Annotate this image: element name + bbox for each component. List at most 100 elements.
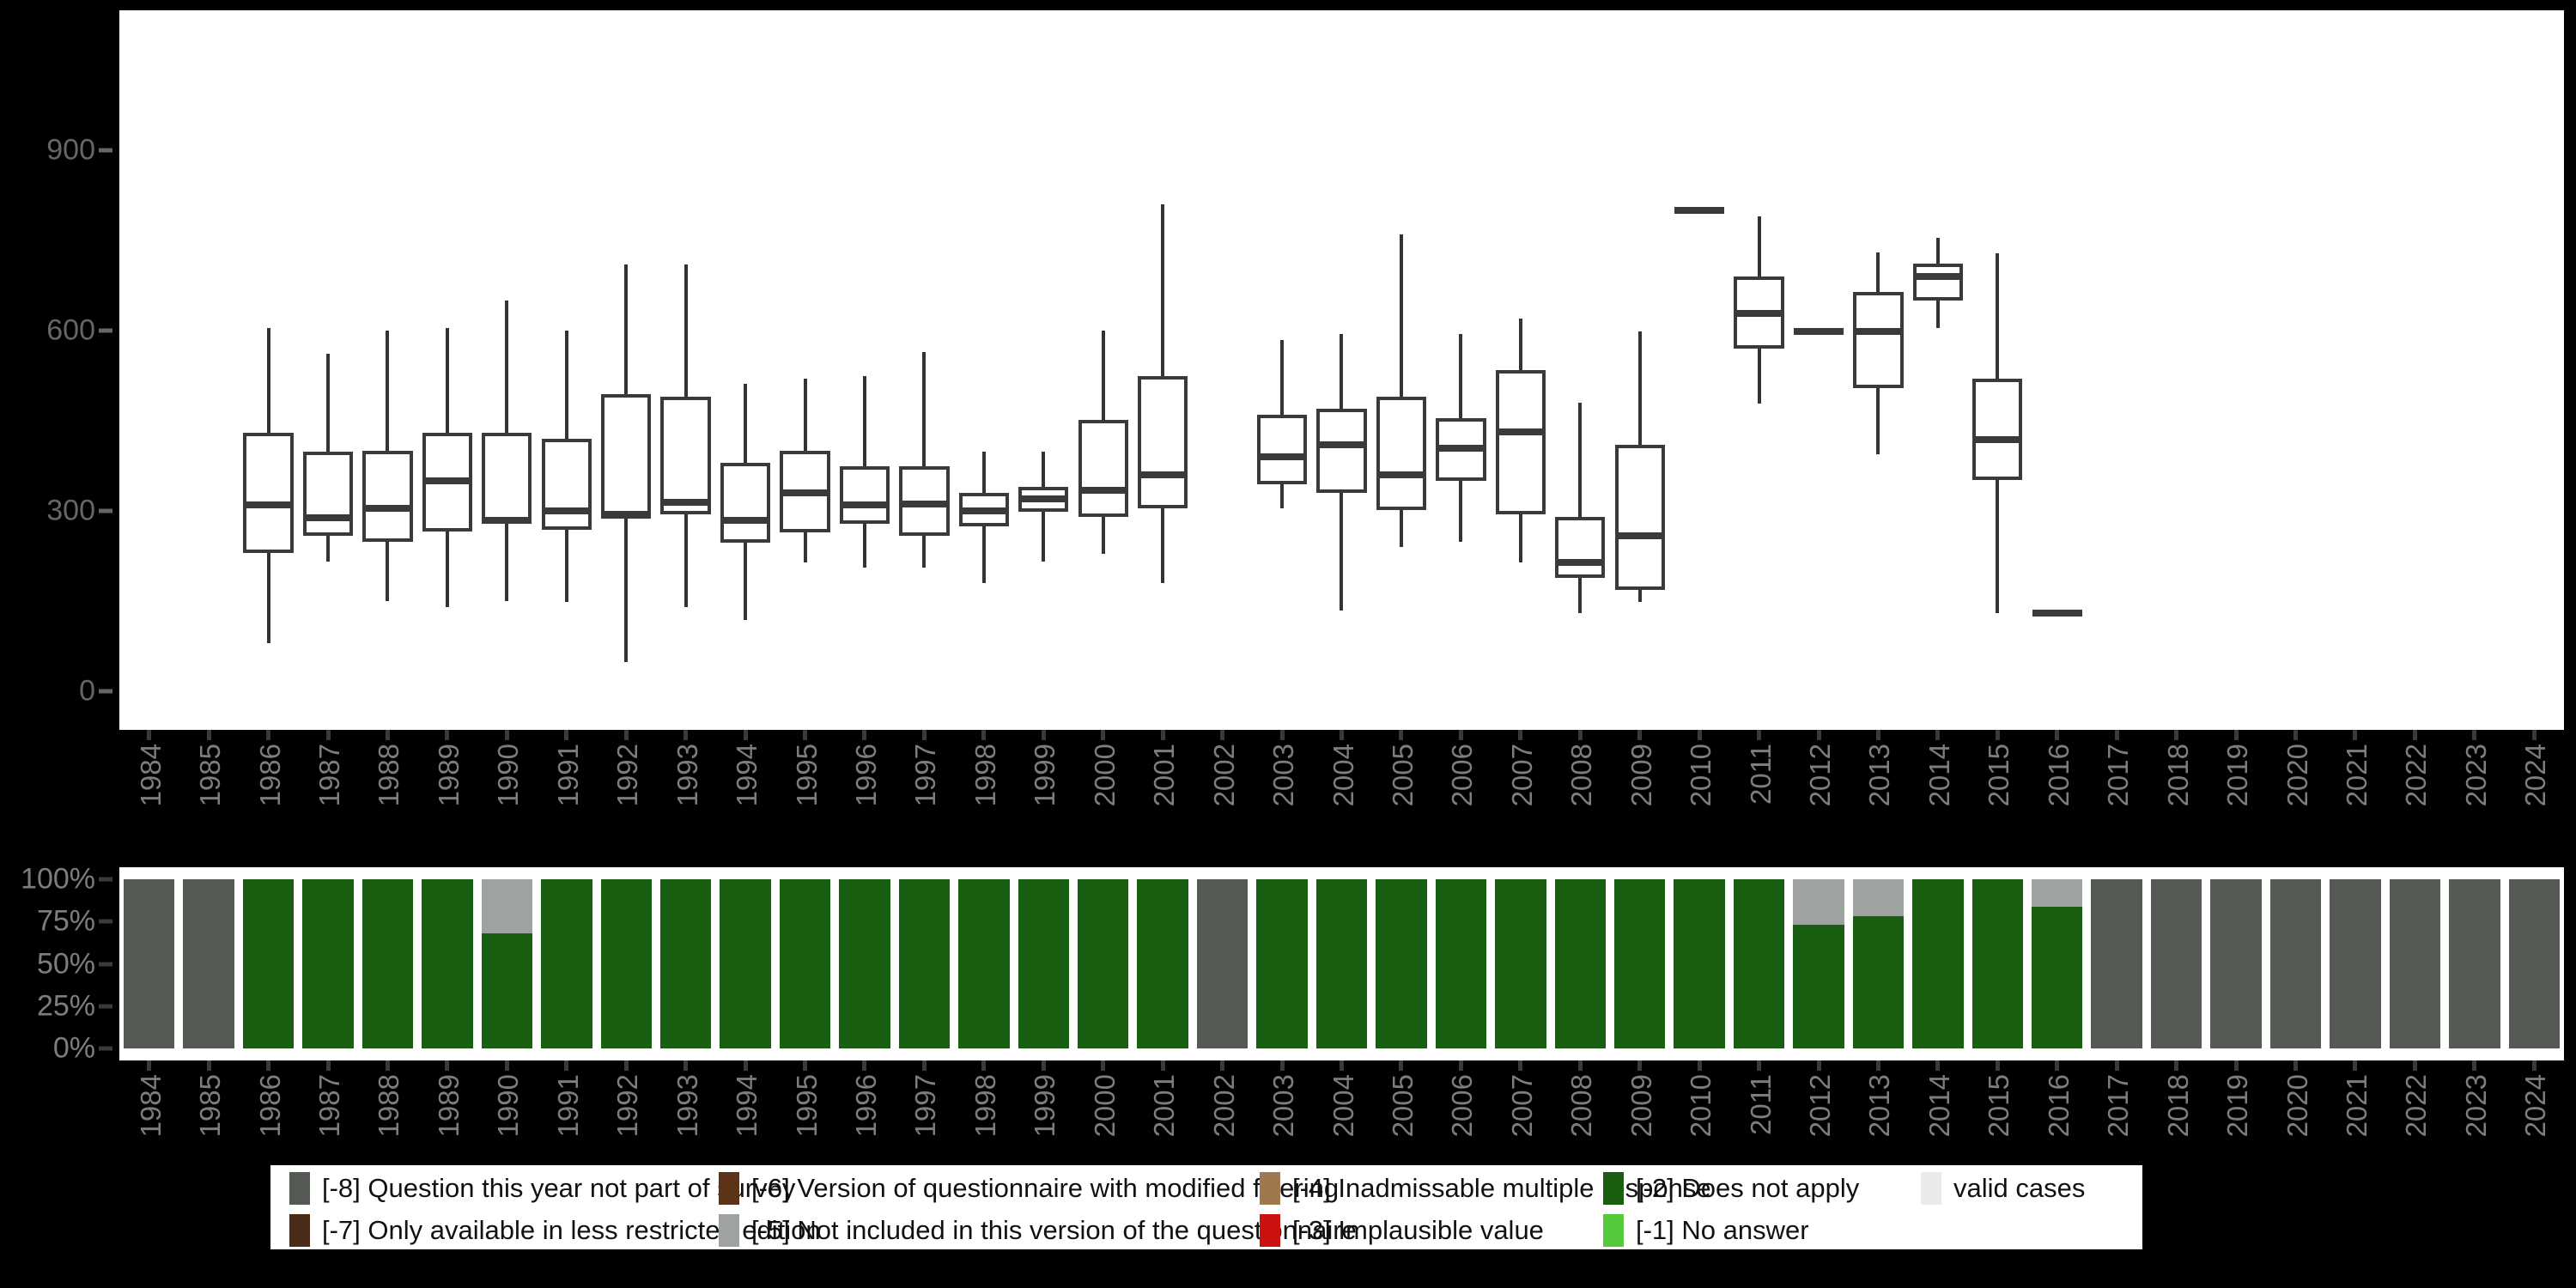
missings-bar-2013: [1852, 879, 1905, 1048]
missings-ytick-label: 50%: [36, 947, 95, 980]
legend-item--2[interactable]: [-2] Does not apply: [1603, 1167, 1859, 1209]
missings-segment--8: [2389, 879, 2441, 1048]
boxplot-upper-whisker: [1637, 331, 1642, 445]
boxplot-upper-whisker: [1161, 204, 1165, 376]
boxplot-median-line: [243, 501, 294, 508]
missings-bar-2003: [1256, 879, 1308, 1048]
missings-bar-1999: [1018, 879, 1070, 1048]
missings-bar-2009: [1613, 879, 1666, 1048]
boxplot-box: [298, 10, 357, 730]
x-axis-label-2024: 2024: [2519, 744, 2552, 807]
missings-segment--2: [1852, 916, 1905, 1048]
legend: [-8] Question this year not part of surv…: [270, 1165, 2142, 1249]
missings-bar-1985: [183, 879, 234, 1048]
boxplot-iqr-box: [541, 439, 592, 531]
boxplot-iqr-box: [302, 452, 354, 537]
boxplot-lower-whisker: [1637, 590, 1642, 603]
legend-item--1[interactable]: [-1] No answer: [1603, 1209, 1809, 1251]
legend-swatch-icon: [1603, 1213, 1624, 1247]
x-axis-label-2021: 2021: [2340, 1074, 2372, 1138]
x-axis-tick: [1340, 730, 1344, 740]
boxplot-box: [895, 10, 954, 730]
missings-bar-1996: [839, 879, 890, 1048]
boxplot-box: [1968, 10, 2027, 730]
missings-bar-2004: [1315, 879, 1368, 1048]
missings-bar-1992: [600, 879, 652, 1048]
boxplot-panel: 0 300 600 900 1984 1985 1986 1987 1988 1989 1990 1…: [46, 10, 2564, 806]
boxplot-median-line: [1912, 273, 1964, 280]
x-axis-label-2017: 2017: [2102, 1074, 2135, 1138]
boxplot-box: [477, 10, 537, 730]
legend-label: valid cases: [1953, 1172, 2086, 1203]
missings-segment--8: [2150, 879, 2202, 1048]
x-axis-tick: [266, 730, 271, 740]
missings-ytick-label: 25%: [36, 989, 95, 1023]
x-axis-label-2013: 2013: [1863, 744, 1896, 807]
boxplot-upper-whisker: [1578, 403, 1583, 517]
missings-segment--2: [1733, 879, 1785, 1048]
missings-ytick-mark: [99, 962, 112, 966]
x-axis-tick: [1816, 1060, 1821, 1071]
boxplot-box: [1551, 10, 1610, 730]
x-axis-tick: [2174, 730, 2179, 740]
x-axis-tick: [2353, 1060, 2358, 1071]
x-axis-tick: [981, 730, 987, 740]
x-axis-label-1987: 1987: [313, 1074, 346, 1138]
x-axis-tick: [1101, 1060, 1106, 1071]
legend-item--6[interactable]: [-6] Version of questionnaire with modif…: [719, 1167, 1339, 1209]
boxplot-box: [1908, 10, 1967, 730]
x-axis-label-2012: 2012: [1804, 1074, 1836, 1138]
missings-bar-1994: [720, 879, 771, 1048]
legend-item--3[interactable]: [-3] Implausible value: [1260, 1209, 1544, 1251]
legend-label: [-1] No answer: [1636, 1214, 1809, 1245]
legend-swatch-icon: [1260, 1213, 1280, 1247]
x-axis-tick: [1995, 1060, 2000, 1071]
x-axis-tick: [147, 730, 152, 740]
x-axis-label-1987: 1987: [313, 744, 346, 807]
boxplot-lower-whisker: [1161, 507, 1165, 583]
x-axis-label-2008: 2008: [1565, 1074, 1598, 1138]
boxplot-median-line: [1018, 495, 1069, 502]
x-axis-tick: [862, 730, 867, 740]
x-axis-tick: [1160, 1060, 1165, 1071]
missings-bar-2023: [2449, 879, 2500, 1048]
x-axis-tick: [385, 730, 390, 740]
x-axis-label-2012: 2012: [1804, 744, 1836, 807]
missings-bar-1987: [302, 879, 354, 1048]
x-axis-tick: [1757, 730, 1762, 740]
x-axis-label-2019: 2019: [2221, 1074, 2254, 1138]
boxplot-box: [358, 10, 417, 730]
legend-swatch-icon: [289, 1213, 310, 1247]
x-axis-tick: [623, 1060, 629, 1071]
x-axis-tick: [1577, 730, 1583, 740]
x-axis-tick: [1935, 1060, 1941, 1071]
x-axis-label-2007: 2007: [1505, 1074, 1538, 1138]
boxplot-lower-whisker: [386, 542, 390, 601]
x-axis-tick: [2472, 730, 2477, 740]
legend-item-valid[interactable]: valid cases: [1921, 1167, 2085, 1209]
boxplot-median-line: [1853, 328, 1904, 336]
missings-bar-2011: [1733, 879, 1785, 1048]
x-axis-tick: [1697, 1060, 1702, 1071]
legend-item--8[interactable]: [-8] Question this year not part of surv…: [289, 1167, 795, 1209]
missings-segment--2: [361, 879, 414, 1048]
x-axis-label-1991: 1991: [551, 744, 584, 807]
x-axis-label-1990: 1990: [492, 744, 525, 807]
x-axis-tick: [2412, 730, 2417, 740]
boxplot-median-line: [839, 501, 890, 508]
legend-item--4[interactable]: [-4] Inadmissable multiple response: [1260, 1167, 1711, 1209]
legend-item--5[interactable]: [-5] Not included in this version of the…: [719, 1209, 1357, 1251]
x-axis-label-2020: 2020: [2281, 1074, 2313, 1138]
x-axis-tick: [2412, 1060, 2417, 1071]
x-axis-tick: [1816, 730, 1821, 740]
x-axis-tick: [1518, 730, 1523, 740]
x-axis-tick: [743, 730, 748, 740]
missings-segment--5: [1793, 879, 1844, 926]
boxplot-lower-whisker: [1340, 493, 1344, 611]
boxplot-upper-whisker: [862, 375, 866, 466]
x-axis-tick: [2531, 730, 2537, 740]
missings-segment--8: [2210, 879, 2262, 1048]
x-axis-tick: [1399, 730, 1404, 740]
x-axis-label-1994: 1994: [731, 744, 763, 807]
boxplot-box: [1849, 10, 1908, 730]
